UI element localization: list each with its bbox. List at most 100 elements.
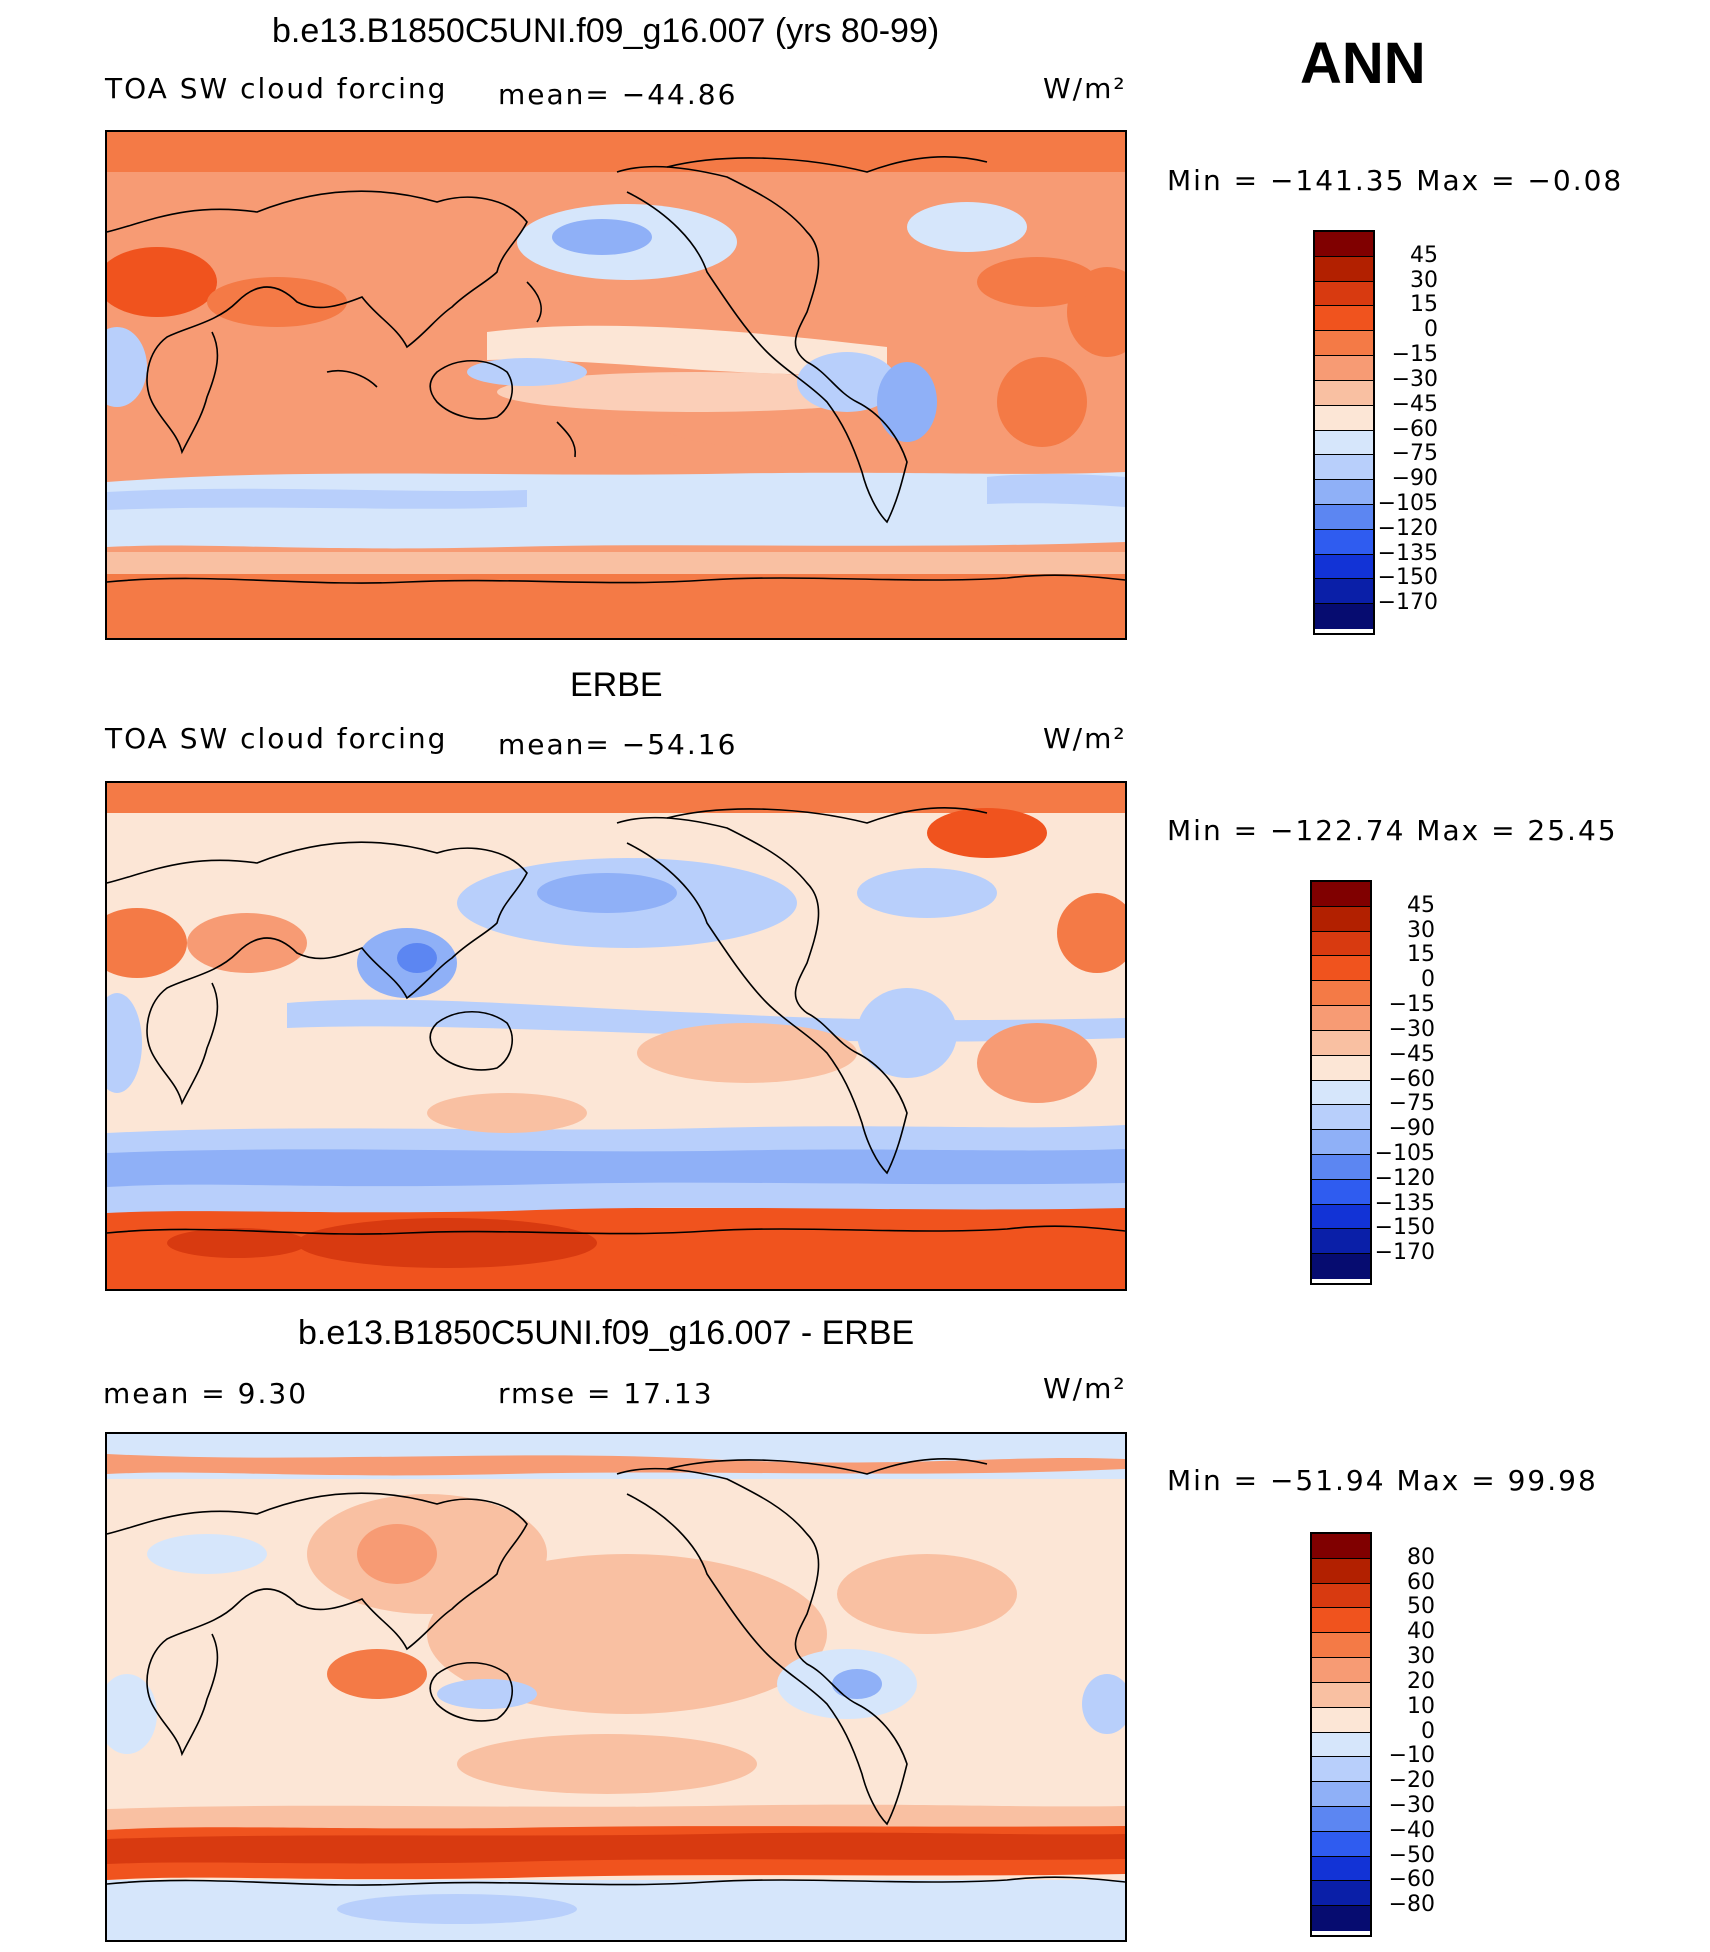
colorbar-tick-label: 40 (1407, 1619, 1435, 1645)
colorbar-band (1315, 356, 1373, 381)
colorbar-band (1312, 1080, 1370, 1106)
colorbar-band (1312, 1658, 1370, 1683)
colorbar-band (1312, 1806, 1370, 1832)
colorbar-band (1312, 981, 1370, 1007)
colorbar-tick-label: −120 (1377, 515, 1438, 541)
colorbar-tick-label: 30 (1410, 267, 1438, 293)
colorbar-band (1312, 1534, 1370, 1559)
colorbar-band (1312, 1179, 1370, 1205)
panel-3-title: b.e13.B1850C5UNI.f09_g16.007 - ERBE (298, 1314, 915, 1352)
colorbar-tick-label: −105 (1374, 1140, 1435, 1166)
colorbar-tick-label: −170 (1374, 1240, 1435, 1266)
panel-3-units: W/m² (1043, 1372, 1127, 1405)
colorbar-band (1312, 1831, 1370, 1857)
colorbar-tick-label: −10 (1388, 1743, 1435, 1769)
colorbar-tick-label: −15 (1391, 342, 1438, 368)
colorbar-band (1312, 882, 1370, 907)
colorbar-tick-label: −20 (1388, 1768, 1435, 1794)
panel-1-map (105, 130, 1127, 640)
panel-1-variable-label: TOA SW cloud forcing (105, 72, 448, 105)
colorbar-tick-label: −30 (1391, 366, 1438, 392)
panel-1-title: b.e13.B1850C5UNI.f09_g16.007 (yrs 80-99) (272, 12, 940, 50)
colorbar-band (1312, 1204, 1370, 1230)
colorbar-tick-label: 0 (1421, 967, 1435, 993)
panel-2-title: ERBE (570, 666, 663, 704)
colorbar-tick-label: 15 (1410, 292, 1438, 318)
colorbar-band (1315, 579, 1373, 605)
panel-1-minmax: Min = −141.35 Max = −0.08 (1167, 164, 1624, 197)
colorbar-tick-label: −90 (1391, 466, 1438, 492)
colorbar-band (1315, 281, 1373, 307)
colorbar-band (1312, 1608, 1370, 1634)
colorbar-tick-label: 60 (1407, 1569, 1435, 1595)
panel-1-colorbar (1313, 230, 1375, 635)
colorbar-tick-label: −135 (1374, 1190, 1435, 1216)
season-label: ANN (1300, 31, 1426, 96)
colorbar-band (1312, 1583, 1370, 1609)
colorbar-band (1315, 380, 1373, 406)
panel-3-minmax: Min = −51.94 Max = 99.98 (1167, 1464, 1598, 1497)
colorbar-band (1312, 956, 1370, 982)
panel-1-colorbar-ticks: 45 30 15 0 −15 −30 −45 −60 −75 −90 −105 −120 −135 −15… (1378, 230, 1438, 635)
colorbar-band (1312, 1130, 1370, 1155)
colorbar-band (1312, 1254, 1370, 1279)
colorbar-band (1315, 504, 1373, 530)
panel-1-contour-field (107, 132, 1125, 638)
colorbar-band (1312, 1055, 1370, 1081)
colorbar-tick-label: −30 (1388, 1792, 1435, 1818)
colorbar-tick-label: 80 (1407, 1544, 1435, 1570)
colorbar-tick-label: −75 (1391, 441, 1438, 467)
panel-3-colorbar-ticks: 80 60 50 40 30 20 10 0 −10 −20 −30 −40 −50 −60 −80 (1375, 1532, 1435, 1937)
panel-1-mean-label: mean= −44.86 (498, 78, 738, 111)
colorbar-tick-label: −45 (1391, 391, 1438, 417)
panel-2-mean-label: mean= −54.16 (498, 728, 738, 761)
panel-2-colorbar (1310, 880, 1372, 1285)
panel-2-contour-field (107, 783, 1125, 1289)
colorbar-tick-label: −150 (1374, 1215, 1435, 1241)
colorbar-tick-label: −90 (1388, 1116, 1435, 1142)
colorbar-band (1312, 1558, 1370, 1584)
colorbar-tick-label: 0 (1421, 1718, 1435, 1744)
colorbar-band (1312, 906, 1370, 932)
colorbar-band (1312, 931, 1370, 957)
colorbar-band (1312, 1633, 1370, 1659)
panel-3-colorbar (1310, 1532, 1372, 1937)
colorbar-band (1312, 1757, 1370, 1783)
panel-3-contour-field (107, 1434, 1125, 1940)
colorbar-tick-label: −105 (1377, 490, 1438, 516)
colorbar-band (1312, 1881, 1370, 1907)
colorbar-band (1315, 306, 1373, 332)
colorbar-band (1312, 1782, 1370, 1807)
colorbar-band (1312, 1682, 1370, 1708)
panel-2-map (105, 781, 1127, 1291)
colorbar-band (1312, 1906, 1370, 1931)
colorbar-tick-label: 15 (1407, 942, 1435, 968)
colorbar-band (1315, 529, 1373, 555)
colorbar-tick-label: 0 (1424, 317, 1438, 343)
colorbar-band (1315, 604, 1373, 629)
colorbar-band (1312, 1154, 1370, 1180)
colorbar-band (1312, 1732, 1370, 1758)
panel-3-rmse-label: rmse = 17.13 (498, 1377, 714, 1410)
colorbar-tick-label: 30 (1407, 1644, 1435, 1670)
colorbar-band (1312, 1030, 1370, 1056)
colorbar-tick-label: 30 (1407, 917, 1435, 943)
colorbar-tick-label: −80 (1388, 1892, 1435, 1918)
colorbar-band (1315, 430, 1373, 456)
colorbar-band (1315, 480, 1373, 505)
colorbar-band (1312, 1105, 1370, 1131)
panel-3-mean-label: mean = 9.30 (103, 1377, 309, 1410)
colorbar-tick-label: −135 (1377, 540, 1438, 566)
colorbar-tick-label: 45 (1410, 242, 1438, 268)
panel-2-colorbar-ticks: 45 30 15 0 −15 −30 −45 −60 −75 −90 −105 −120 −135 −15… (1375, 880, 1435, 1285)
colorbar-tick-label: −60 (1388, 1066, 1435, 1092)
colorbar-tick-label: 10 (1407, 1693, 1435, 1719)
colorbar-tick-label: −45 (1388, 1041, 1435, 1067)
colorbar-tick-label: −60 (1391, 416, 1438, 442)
colorbar-tick-label: −50 (1388, 1842, 1435, 1868)
colorbar-tick-label: −60 (1388, 1867, 1435, 1893)
colorbar-tick-label: −150 (1377, 565, 1438, 591)
panel-1-units: W/m² (1043, 72, 1127, 105)
colorbar-tick-label: −30 (1388, 1016, 1435, 1042)
panel-2-variable-label: TOA SW cloud forcing (105, 722, 448, 755)
